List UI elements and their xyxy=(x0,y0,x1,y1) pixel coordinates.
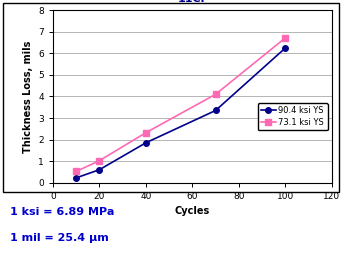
Y-axis label: Thickness Loss, mils: Thickness Loss, mils xyxy=(23,40,33,153)
X-axis label: Cycles: Cycles xyxy=(175,206,210,216)
73.1 ksi YS xyxy=(74,170,78,173)
73.1 ksi YS xyxy=(97,159,102,162)
90.4 ksi YS xyxy=(74,176,78,179)
90.4 ksi YS xyxy=(213,109,218,112)
73.1 ksi YS xyxy=(213,93,218,96)
90.4 ksi YS xyxy=(97,168,102,171)
Title: 11Cr: 11Cr xyxy=(178,0,207,4)
90.4 ksi YS xyxy=(283,46,287,49)
73.1 ksi YS xyxy=(144,131,148,134)
Line: 90.4 ksi YS: 90.4 ksi YS xyxy=(74,45,288,181)
Text: 1 mil = 25.4 μm: 1 mil = 25.4 μm xyxy=(10,233,109,243)
90.4 ksi YS xyxy=(144,141,148,144)
Legend: 90.4 ksi YS, 73.1 ksi YS: 90.4 ksi YS, 73.1 ksi YS xyxy=(258,103,328,130)
Line: 73.1 ksi YS: 73.1 ksi YS xyxy=(74,35,288,174)
Text: 1 ksi = 6.89 MPa: 1 ksi = 6.89 MPa xyxy=(10,207,115,217)
73.1 ksi YS xyxy=(283,36,287,39)
